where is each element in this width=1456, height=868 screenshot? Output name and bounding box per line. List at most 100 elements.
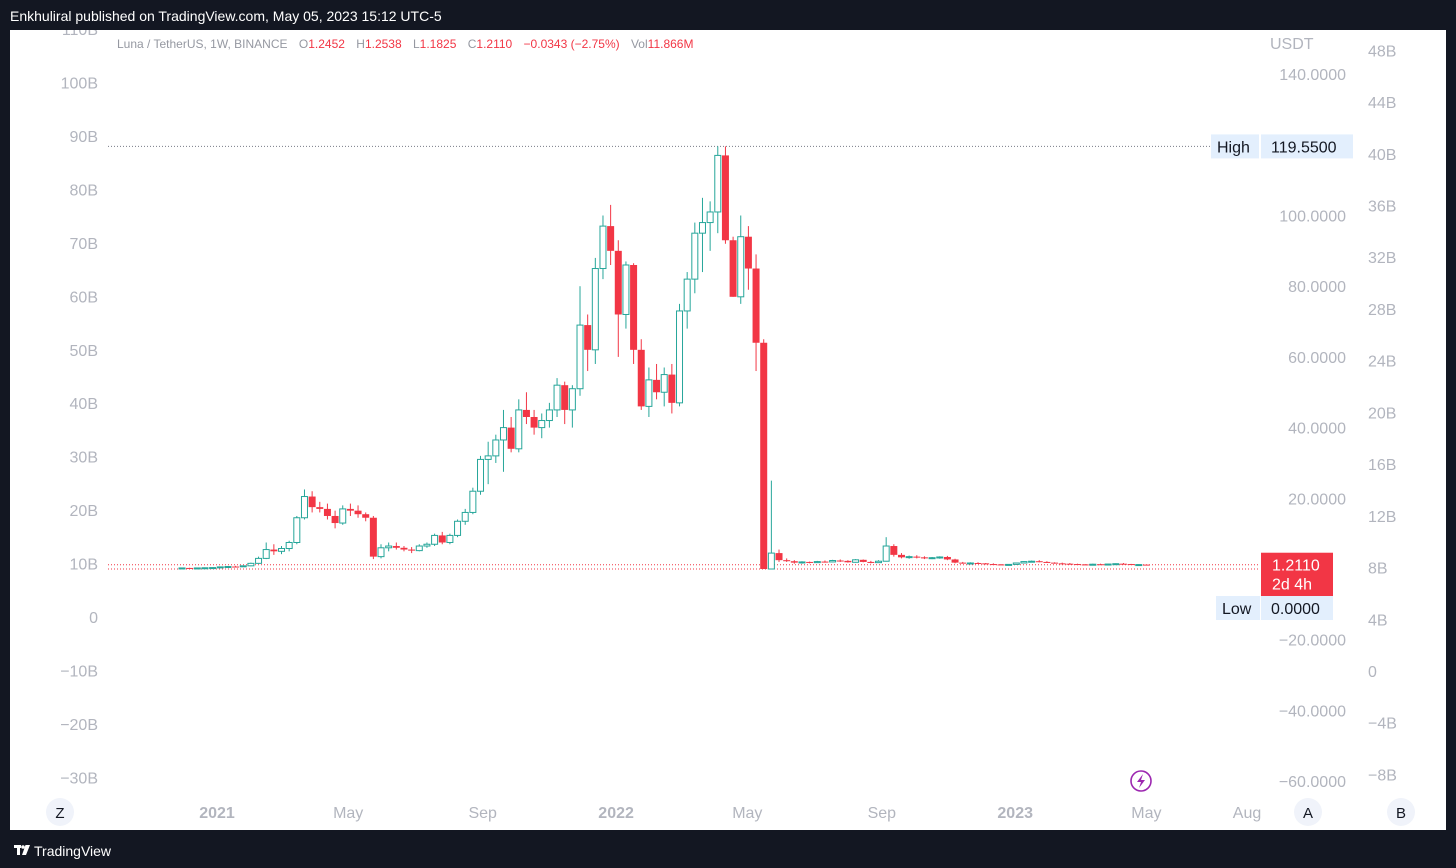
candle[interactable] (591, 257, 599, 364)
candle[interactable] (614, 240, 622, 357)
candle[interactable] (538, 413, 546, 439)
candle[interactable] (522, 392, 530, 425)
candle[interactable] (1058, 562, 1066, 565)
candle[interactable] (270, 544, 278, 555)
candle[interactable] (354, 505, 362, 518)
candle[interactable] (431, 533, 439, 547)
candle[interactable] (660, 367, 668, 407)
candle[interactable] (262, 542, 270, 560)
candle[interactable] (239, 565, 247, 568)
tradingview-logo-icon[interactable] (14, 842, 30, 858)
candle[interactable] (530, 409, 538, 435)
candle[interactable] (974, 562, 982, 564)
candle[interactable] (438, 531, 446, 545)
candle[interactable] (469, 487, 477, 515)
candle[interactable] (477, 455, 485, 495)
candle[interactable] (1074, 563, 1082, 566)
candle[interactable] (676, 303, 684, 407)
candle[interactable] (454, 519, 462, 538)
candle[interactable] (369, 515, 377, 560)
candle[interactable] (193, 567, 201, 570)
candle[interactable] (844, 560, 852, 563)
candle[interactable] (400, 546, 408, 552)
candle[interactable] (507, 416, 515, 453)
candle[interactable] (584, 314, 592, 372)
candle[interactable] (867, 560, 875, 564)
candle[interactable] (920, 556, 928, 560)
time-axis[interactable]: 2021 May Sep 2022 May Sep 2023 May Aug (199, 805, 1261, 822)
candle[interactable] (836, 559, 844, 562)
candle[interactable] (224, 566, 232, 569)
candle[interactable] (1112, 563, 1120, 566)
candle[interactable] (331, 510, 339, 529)
candle[interactable] (959, 561, 967, 564)
candle[interactable] (1119, 562, 1127, 565)
candle[interactable] (1142, 564, 1150, 566)
candle[interactable] (737, 215, 745, 304)
candle[interactable] (178, 567, 186, 570)
candle[interactable] (346, 503, 354, 516)
b-scale-button[interactable]: B (1387, 798, 1415, 826)
auto-scale-button[interactable]: A (1294, 798, 1322, 826)
candle[interactable] (790, 560, 798, 564)
candle[interactable] (499, 409, 507, 472)
candle[interactable] (408, 547, 416, 554)
candle[interactable] (1104, 563, 1112, 566)
candle[interactable] (285, 540, 293, 552)
candle[interactable] (890, 544, 898, 557)
candle[interactable] (982, 562, 990, 565)
candle[interactable] (783, 558, 791, 562)
candle[interactable] (293, 515, 301, 545)
candle[interactable] (852, 559, 860, 563)
candle[interactable] (645, 367, 653, 417)
candle[interactable] (1081, 564, 1089, 566)
candle[interactable] (630, 263, 638, 364)
candle[interactable] (729, 236, 737, 297)
candle[interactable] (897, 553, 905, 559)
candle[interactable] (806, 561, 814, 564)
candle[interactable] (362, 512, 370, 522)
candle[interactable] (653, 363, 661, 400)
candle[interactable] (1005, 563, 1013, 566)
candle[interactable] (821, 560, 829, 563)
candle[interactable] (599, 215, 607, 280)
candle[interactable] (767, 480, 775, 570)
candle[interactable] (278, 546, 286, 555)
candle[interactable] (216, 566, 224, 569)
candle[interactable] (607, 204, 615, 265)
candle[interactable] (201, 567, 209, 570)
candle[interactable] (622, 261, 630, 329)
candle[interactable] (186, 567, 194, 569)
candle[interactable] (1043, 561, 1051, 563)
candle[interactable] (951, 558, 959, 564)
candle[interactable] (316, 501, 324, 513)
lightning-icon[interactable] (1130, 770, 1152, 792)
candle[interactable] (928, 556, 936, 560)
price-axis[interactable]: 140.0000 100.0000 80.0000 60.0000 40.0000 20.… (1279, 67, 1346, 791)
candle[interactable] (545, 402, 553, 428)
candle[interactable] (775, 549, 783, 562)
candle[interactable] (392, 542, 400, 550)
candle[interactable] (744, 226, 752, 290)
candle[interactable] (691, 222, 699, 294)
candle[interactable] (484, 441, 492, 485)
candle[interactable] (989, 563, 997, 566)
candle[interactable] (798, 561, 806, 564)
candle[interactable] (423, 542, 431, 548)
candle[interactable] (1066, 562, 1074, 565)
candle[interactable] (829, 559, 837, 563)
candle[interactable] (553, 378, 561, 417)
candle[interactable] (446, 533, 454, 545)
candle[interactable] (1089, 563, 1097, 566)
candle[interactable] (760, 339, 768, 569)
candle[interactable] (714, 146, 722, 234)
candlestick-chart[interactable]: Luna / TetherUS, 1W, BINANCE O1.2452 H1.… (10, 30, 1446, 830)
candle[interactable] (308, 491, 316, 513)
candle[interactable] (232, 565, 240, 568)
candle[interactable] (1028, 560, 1036, 563)
candle[interactable] (461, 508, 469, 525)
candle[interactable] (255, 556, 263, 564)
candle[interactable] (247, 562, 255, 567)
candle[interactable] (752, 254, 760, 372)
candle[interactable] (859, 559, 867, 563)
